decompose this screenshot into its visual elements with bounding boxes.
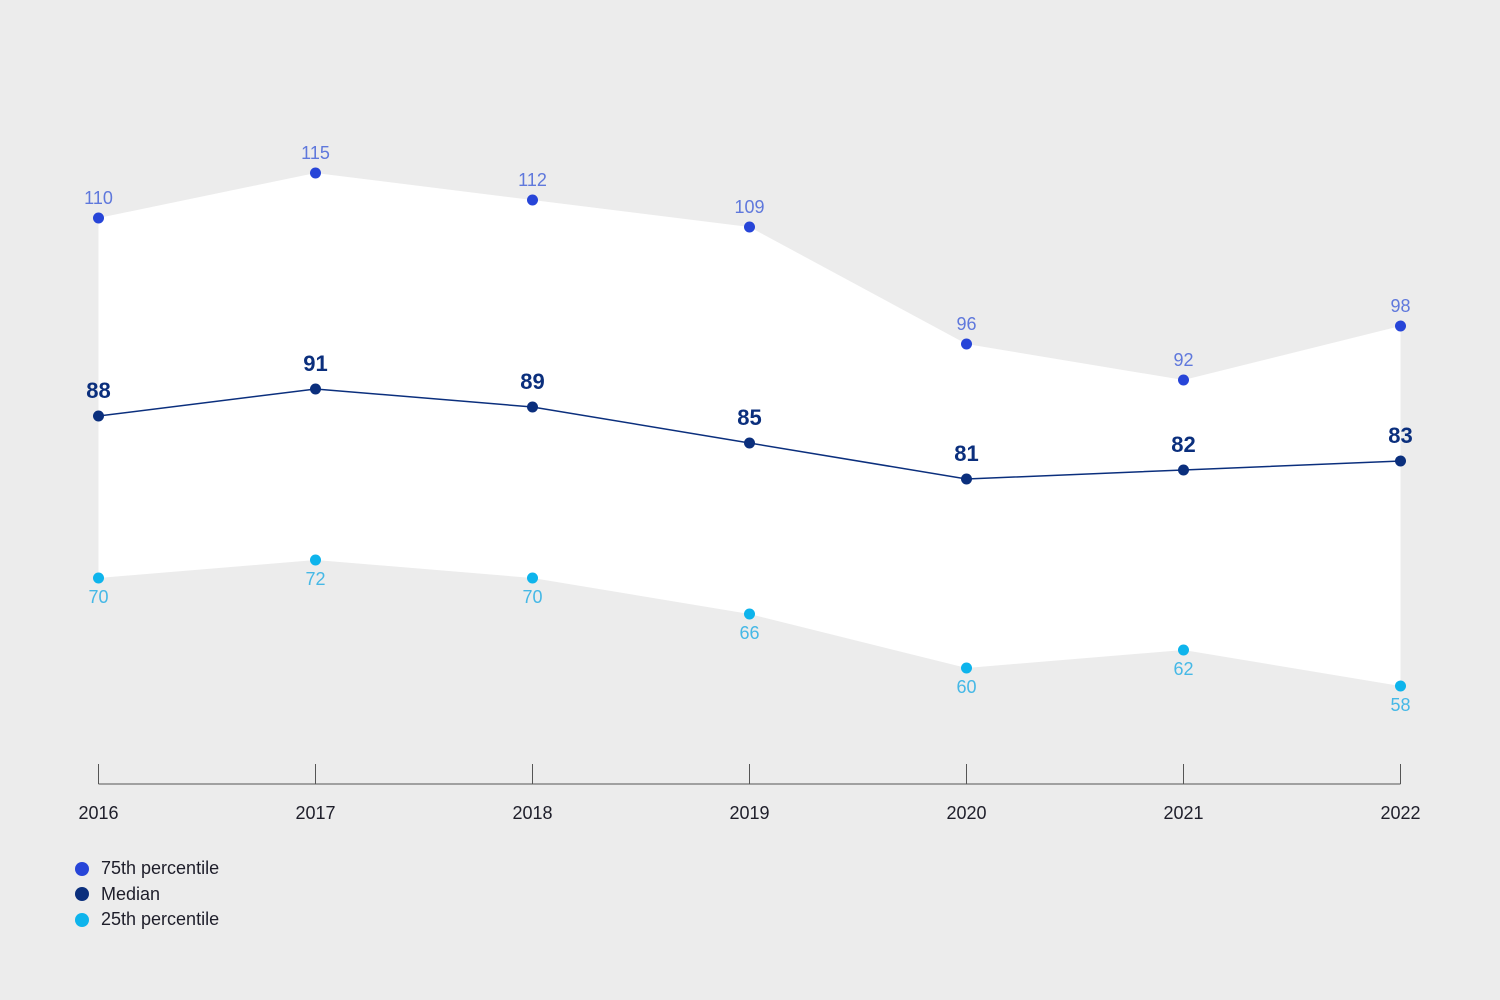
p75-point bbox=[310, 167, 321, 179]
legend: 75th percentile Median 25th percentile bbox=[75, 856, 219, 933]
p25-point bbox=[1178, 644, 1189, 656]
median-data-label: 91 bbox=[303, 351, 327, 376]
percentile-band bbox=[98, 173, 1401, 686]
median-point bbox=[1178, 464, 1189, 476]
median-point bbox=[961, 473, 972, 485]
x-tick-label: 2016 bbox=[78, 803, 118, 823]
median-data-label: 83 bbox=[1388, 423, 1412, 448]
x-tick-label: 2019 bbox=[729, 803, 769, 823]
p25-point bbox=[527, 572, 538, 584]
p75-data-label: 92 bbox=[1173, 350, 1193, 370]
median-point bbox=[310, 383, 321, 395]
x-tick-label: 2017 bbox=[295, 803, 335, 823]
p75-data-label: 98 bbox=[1390, 296, 1410, 316]
x-tick-label: 2022 bbox=[1380, 803, 1420, 823]
median-data-label: 85 bbox=[737, 405, 761, 430]
legend-item-p75: 75th percentile bbox=[75, 856, 219, 882]
legend-swatch-p25 bbox=[75, 912, 89, 927]
median-data-label: 88 bbox=[86, 378, 110, 403]
p25-data-label: 58 bbox=[1390, 695, 1410, 715]
p75-data-label: 110 bbox=[84, 188, 113, 208]
p75-data-label: 96 bbox=[956, 314, 976, 334]
p75-point bbox=[527, 194, 538, 206]
legend-swatch-median bbox=[75, 887, 89, 902]
legend-label-median: Median bbox=[101, 883, 161, 904]
median-point bbox=[93, 410, 104, 422]
p75-point bbox=[1395, 320, 1406, 332]
x-tick-label: 2021 bbox=[1163, 803, 1203, 823]
p75-point bbox=[961, 338, 972, 350]
median-point bbox=[1395, 455, 1406, 467]
x-tick-label: 2020 bbox=[946, 803, 986, 823]
p25-point bbox=[961, 662, 972, 674]
median-point bbox=[527, 401, 538, 413]
legend-label-p75: 75th percentile bbox=[101, 858, 220, 879]
p75-point bbox=[1178, 374, 1189, 386]
legend-item-median: Median bbox=[75, 882, 219, 908]
p25-data-label: 70 bbox=[522, 587, 542, 607]
p25-data-label: 62 bbox=[1173, 659, 1193, 679]
legend-label-p25: 25th percentile bbox=[101, 909, 220, 930]
p25-data-label: 60 bbox=[956, 677, 976, 697]
p25-data-label: 70 bbox=[88, 587, 108, 607]
p25-point bbox=[744, 608, 755, 620]
median-data-label: 89 bbox=[520, 369, 544, 394]
p75-data-label: 115 bbox=[301, 143, 330, 163]
legend-swatch-p75 bbox=[75, 861, 89, 876]
p25-point bbox=[310, 554, 321, 566]
p25-point bbox=[93, 572, 104, 584]
p75-data-label: 112 bbox=[518, 170, 547, 190]
legend-item-p25: 25th percentile bbox=[75, 907, 219, 933]
p75-point bbox=[744, 221, 755, 233]
p25-point bbox=[1395, 680, 1406, 692]
p25-data-label: 66 bbox=[739, 623, 759, 643]
median-point bbox=[744, 437, 755, 449]
median-data-label: 81 bbox=[954, 441, 978, 466]
x-tick-label: 2018 bbox=[512, 803, 552, 823]
median-data-label: 82 bbox=[1171, 432, 1195, 457]
p75-point bbox=[93, 212, 104, 224]
p25-data-label: 72 bbox=[305, 569, 325, 589]
p75-data-label: 109 bbox=[734, 197, 764, 217]
